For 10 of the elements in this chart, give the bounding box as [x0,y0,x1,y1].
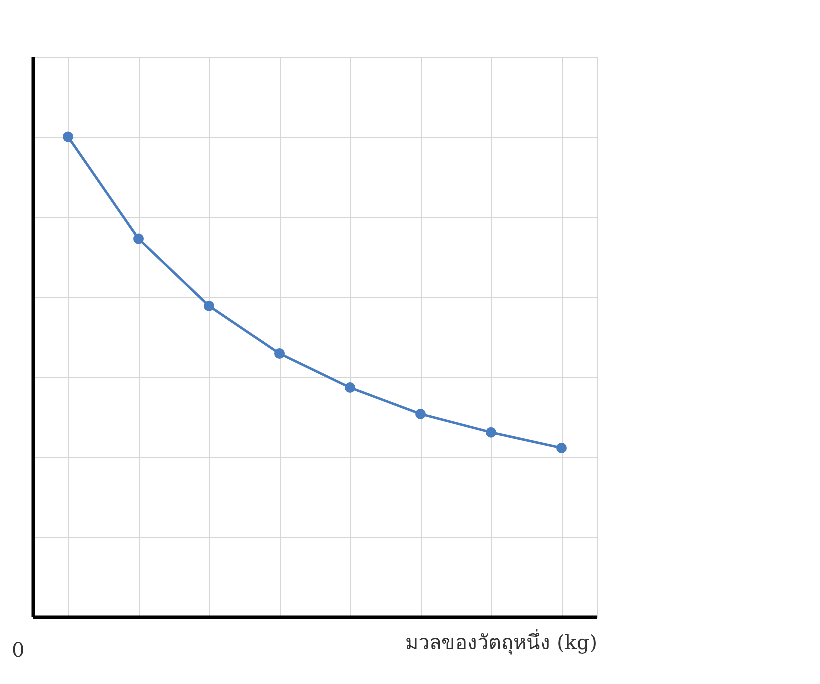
point [416,408,426,420]
point [274,348,285,360]
point [345,382,356,394]
point [134,234,144,244]
text: 0 [12,638,25,662]
point [486,427,496,438]
point [204,300,214,312]
point [63,132,74,142]
x-axis-title: มวลของวัตถุหนึ่ง (kg) [406,628,598,656]
point [556,442,567,454]
